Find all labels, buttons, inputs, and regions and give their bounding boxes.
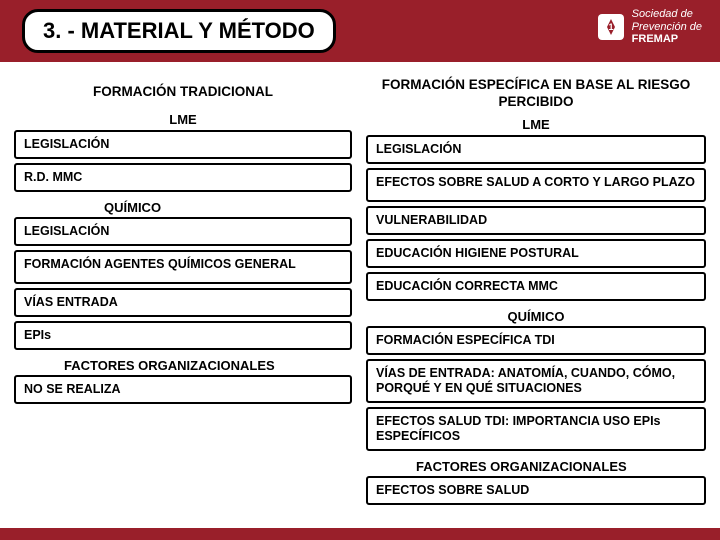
table-row: VÍAS DE ENTRADA: ANATOMÍA, CUANDO, CÓMO,… [366,359,706,403]
table-row: EPIs [14,321,352,350]
brand-line2: Prevención de [632,21,702,34]
table-row: EFECTOS SALUD TDI: IMPORTANCIA USO EPIs … [366,407,706,451]
left-group1-tag: LME [14,112,352,130]
table-row: FORMACIÓN AGENTES QUÍMICOS GENERAL [14,250,352,284]
left-heading: FORMACIÓN TRADICIONAL [14,74,352,112]
table-row: VÍAS ENTRADA [14,288,352,317]
brand-block: 1 Sociedad de Prevención de FREMAP [598,8,702,46]
right-column: FORMACIÓN ESPECÍFICA EN BASE AL RIESGO P… [366,74,706,509]
table-row: EDUCACIÓN HIGIENE POSTURAL [366,239,706,268]
footer-band [0,526,720,540]
brand-line3: FREMAP [632,33,702,46]
brand-line1: Sociedad de [632,8,702,21]
left-group2-tag: QUÍMICO [14,196,352,217]
table-row: EFECTOS SOBRE SALUD [366,476,706,505]
table-row: FORMACIÓN ESPECÍFICA TDI [366,326,706,355]
table-row: NO SE REALIZA [14,375,352,404]
table-row: LEGISLACIÓN [14,130,352,159]
brand-text: Sociedad de Prevención de FREMAP [632,8,702,46]
table-row: R.D. MMC [14,163,352,192]
right-group2-tag: QUÍMICO [366,305,706,326]
right-heading: FORMACIÓN ESPECÍFICA EN BASE AL RIESGO P… [366,74,706,117]
table-row: LEGISLACIÓN [366,135,706,164]
left-column: FORMACIÓN TRADICIONAL LME LEGISLACIÓN R.… [14,74,352,509]
left-group3-tag: FACTORES ORGANIZACIONALES [14,354,352,375]
right-group1-tag: LME [366,117,706,135]
header-band: 3. - MATERIAL Y MÉTODO 1 Sociedad de Pre… [0,0,720,62]
right-group3-tag: FACTORES ORGANIZACIONALES [366,455,706,476]
content-area: FORMACIÓN TRADICIONAL LME LEGISLACIÓN R.… [0,66,720,509]
table-row: VULNERABILIDAD [366,206,706,235]
table-row: EDUCACIÓN CORRECTA MMC [366,272,706,301]
page-title: 3. - MATERIAL Y MÉTODO [22,9,336,53]
table-row: LEGISLACIÓN [14,217,352,246]
brand-logo-icon: 1 [598,14,624,40]
table-row: EFECTOS SOBRE SALUD A CORTO Y LARGO PLAZ… [366,168,706,202]
svg-text:1: 1 [608,22,613,32]
